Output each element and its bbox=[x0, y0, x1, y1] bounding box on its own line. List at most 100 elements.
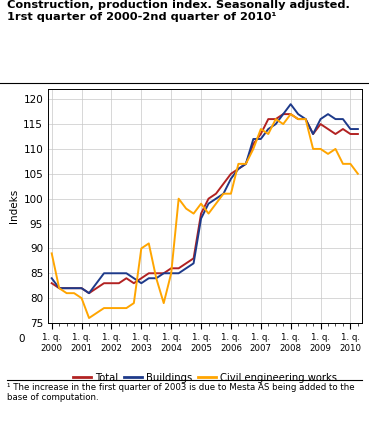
Total bbox=[206, 196, 211, 201]
Civil engineering works bbox=[132, 300, 136, 306]
Buildings bbox=[169, 271, 173, 276]
Buildings bbox=[87, 291, 91, 296]
Buildings bbox=[289, 102, 293, 107]
Civil engineering works bbox=[356, 171, 360, 176]
Total bbox=[65, 286, 69, 291]
Civil engineering works bbox=[259, 127, 263, 132]
Total bbox=[79, 286, 84, 291]
Civil engineering works bbox=[326, 151, 330, 156]
Total bbox=[259, 131, 263, 136]
Buildings bbox=[102, 271, 106, 276]
Total bbox=[199, 211, 203, 216]
Civil engineering works bbox=[154, 276, 158, 281]
Buildings bbox=[348, 127, 353, 132]
Total bbox=[341, 127, 345, 132]
Buildings bbox=[146, 276, 151, 281]
Total bbox=[236, 166, 241, 171]
Line: Civil engineering works: Civil engineering works bbox=[52, 114, 358, 318]
Total bbox=[289, 112, 293, 117]
Buildings bbox=[326, 112, 330, 117]
Civil engineering works bbox=[221, 191, 226, 196]
Total bbox=[296, 116, 300, 122]
Civil engineering works bbox=[303, 116, 308, 122]
Civil engineering works bbox=[72, 291, 76, 296]
Buildings bbox=[132, 276, 136, 281]
Y-axis label: Indeks: Indeks bbox=[9, 189, 19, 223]
Total bbox=[169, 266, 173, 271]
Civil engineering works bbox=[79, 295, 84, 300]
Buildings bbox=[79, 286, 84, 291]
Buildings bbox=[356, 127, 360, 132]
Total bbox=[146, 271, 151, 276]
Total bbox=[72, 286, 76, 291]
Total bbox=[348, 131, 353, 136]
Civil engineering works bbox=[348, 162, 353, 167]
Buildings bbox=[184, 266, 188, 271]
Buildings bbox=[57, 286, 61, 291]
Total bbox=[356, 131, 360, 136]
Civil engineering works bbox=[318, 146, 323, 151]
Legend: Total, Buildings, Civil engineering works: Total, Buildings, Civil engineering work… bbox=[69, 369, 341, 387]
Civil engineering works bbox=[109, 306, 114, 311]
Buildings bbox=[229, 176, 233, 181]
Buildings bbox=[94, 280, 99, 286]
Civil engineering works bbox=[65, 291, 69, 296]
Buildings bbox=[333, 116, 338, 122]
Buildings bbox=[199, 216, 203, 221]
Civil engineering works bbox=[296, 116, 300, 122]
Civil engineering works bbox=[49, 251, 54, 256]
Total bbox=[221, 181, 226, 186]
Civil engineering works bbox=[341, 162, 345, 167]
Total bbox=[117, 280, 121, 286]
Total bbox=[318, 122, 323, 127]
Total bbox=[94, 286, 99, 291]
Buildings bbox=[236, 166, 241, 171]
Total bbox=[124, 276, 128, 281]
Buildings bbox=[214, 196, 218, 201]
Buildings bbox=[192, 261, 196, 266]
Civil engineering works bbox=[87, 315, 91, 320]
Civil engineering works bbox=[176, 196, 181, 201]
Line: Total: Total bbox=[52, 114, 358, 293]
Total bbox=[326, 127, 330, 132]
Buildings bbox=[124, 271, 128, 276]
Line: Buildings: Buildings bbox=[52, 104, 358, 293]
Total bbox=[303, 116, 308, 122]
Buildings bbox=[318, 116, 323, 122]
Buildings bbox=[259, 136, 263, 142]
Civil engineering works bbox=[162, 300, 166, 306]
Civil engineering works bbox=[281, 122, 285, 127]
Total bbox=[333, 131, 338, 136]
Text: Construction, production index. Seasonally adjusted.
1rst quarter of 2000-2nd qu: Construction, production index. Seasonal… bbox=[7, 0, 350, 22]
Total bbox=[154, 271, 158, 276]
Civil engineering works bbox=[146, 241, 151, 246]
Total bbox=[192, 256, 196, 261]
Buildings bbox=[303, 116, 308, 122]
Buildings bbox=[49, 276, 54, 281]
Buildings bbox=[221, 191, 226, 196]
Civil engineering works bbox=[229, 191, 233, 196]
Civil engineering works bbox=[214, 201, 218, 206]
Buildings bbox=[139, 280, 144, 286]
Civil engineering works bbox=[333, 146, 338, 151]
Total bbox=[57, 286, 61, 291]
Total bbox=[229, 171, 233, 176]
Civil engineering works bbox=[266, 131, 270, 136]
Buildings bbox=[311, 131, 315, 136]
Civil engineering works bbox=[311, 146, 315, 151]
Buildings bbox=[154, 276, 158, 281]
Civil engineering works bbox=[244, 162, 248, 167]
Total bbox=[139, 276, 144, 281]
Total bbox=[281, 112, 285, 117]
Total bbox=[132, 280, 136, 286]
Buildings bbox=[244, 162, 248, 167]
Buildings bbox=[162, 271, 166, 276]
Civil engineering works bbox=[124, 306, 128, 311]
Buildings bbox=[266, 127, 270, 132]
Civil engineering works bbox=[139, 246, 144, 251]
Total bbox=[214, 191, 218, 196]
Civil engineering works bbox=[184, 206, 188, 211]
Text: ¹ The increase in the first quarter of 2003 is due to Mesta AS being added to th: ¹ The increase in the first quarter of 2… bbox=[7, 382, 355, 402]
Civil engineering works bbox=[102, 306, 106, 311]
Total bbox=[251, 142, 256, 147]
